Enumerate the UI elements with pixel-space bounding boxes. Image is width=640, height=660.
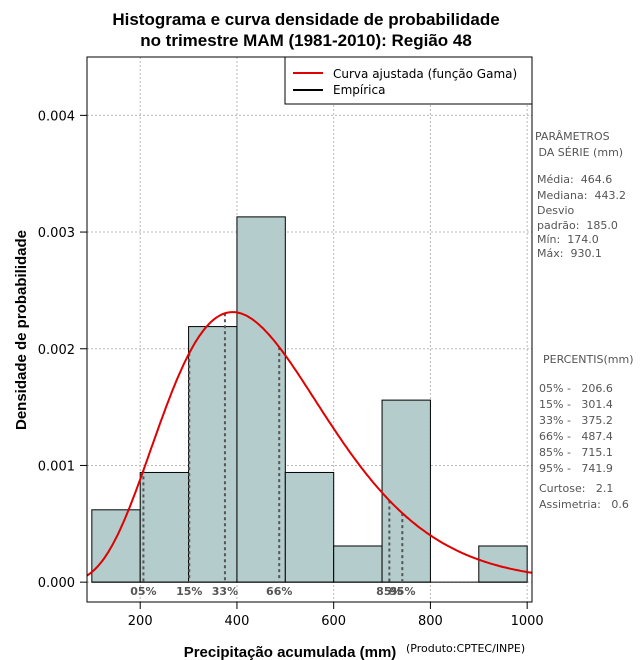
histogram-bar xyxy=(284,471,335,583)
percentile-line: 66% - 487.4 xyxy=(539,430,613,443)
x-axis-title: Precipitação acumulada (mm) xyxy=(184,644,397,660)
x-tick-label: 1000 xyxy=(511,614,544,629)
histogram-bar xyxy=(381,399,431,583)
histogram-bar xyxy=(91,509,141,583)
percentile-marker-label: 95% xyxy=(389,585,415,598)
y-axis-title: Densidade de probabilidade xyxy=(13,230,30,430)
x-tick-label: 600 xyxy=(321,614,346,629)
parameters-heading-2: DA SÉRIE (mm) xyxy=(535,146,623,159)
y-axis-ticks: 0.000 0.001 0.002 0.003 0.004 xyxy=(38,109,87,591)
histogram-bar xyxy=(236,216,286,583)
parameters-panel: PARÂMETROS DA SÉRIE (mm) Média: 464.6 Me… xyxy=(535,130,626,260)
percentile-markers: 05% 15% 33% 66% 85%95% xyxy=(130,313,415,598)
param-line: Desvio xyxy=(537,204,575,217)
legend: Curva ajustada (função Gama) Empírica xyxy=(284,56,533,105)
y-tick-label: 0.003 xyxy=(38,226,75,241)
chart-title: Histograma e curva densidade de probabil… xyxy=(112,10,499,50)
histogram-bar xyxy=(139,471,190,583)
percentile-marker-label: 15% xyxy=(176,585,202,598)
chart-title-line-1: Histograma e curva densidade de probabil… xyxy=(112,10,499,29)
y-tick-label: 0.001 xyxy=(38,459,75,474)
param-line: padrão: 185.0 xyxy=(537,219,618,232)
legend-box xyxy=(284,56,533,105)
histogram-bar xyxy=(188,326,238,583)
percentile-line: 33% - 375.2 xyxy=(539,414,613,427)
percentile-marker-label: 05% xyxy=(130,585,156,598)
chart-title-line-2: no trimestre MAM (1981-2010): Região 48 xyxy=(140,31,472,50)
legend-empirical-label: Empírica xyxy=(333,83,385,97)
histogram-bars xyxy=(91,216,528,583)
percentiles-heading: PERCENTIS(mm) xyxy=(543,353,634,366)
x-tick-label: 400 xyxy=(225,614,250,629)
param-line: Mediana: 443.2 xyxy=(537,189,626,202)
percentiles-panel: PERCENTIS(mm) 05% - 206.6 15% - 301.4 33… xyxy=(539,353,634,511)
fitted-curve-layer xyxy=(86,311,533,577)
histogram-bar xyxy=(333,545,383,583)
kurtosis-line: Curtose: 2.1 xyxy=(539,482,613,495)
y-tick-label: 0.004 xyxy=(38,109,75,124)
histogram-bar xyxy=(478,545,528,583)
y-tick-label: 0.000 xyxy=(38,576,75,591)
param-line: Mín: 174.0 xyxy=(537,233,599,246)
parameters-heading-1: PARÂMETROS xyxy=(535,130,610,143)
x-tick-label: 800 xyxy=(418,614,443,629)
percentile-marker-label: 85% xyxy=(376,585,402,598)
percentile-line: 05% - 206.6 xyxy=(539,382,613,395)
percentile-marker-label: 66% xyxy=(266,585,292,598)
percentile-line: 85% - 715.1 xyxy=(539,446,613,459)
param-line: Máx: 930.1 xyxy=(537,247,602,260)
fitted-gamma-curve xyxy=(86,311,533,577)
percentile-line: 95% - 741.9 xyxy=(539,462,613,475)
percentile-line: 15% - 301.4 xyxy=(539,398,613,411)
param-line: Média: 464.6 xyxy=(537,173,612,186)
x-axis-ticks: 200 400 600 800 1000 xyxy=(128,602,544,629)
percentile-marker-label: 33% xyxy=(212,585,238,598)
legend-fitted-label: Curva ajustada (função Gama) xyxy=(333,67,517,81)
product-credit: (Produto:CPTEC/INPE) xyxy=(406,642,525,655)
x-tick-label: 200 xyxy=(128,614,153,629)
skewness-line: Assimetria: 0.6 xyxy=(539,498,629,511)
y-tick-label: 0.002 xyxy=(38,343,75,358)
